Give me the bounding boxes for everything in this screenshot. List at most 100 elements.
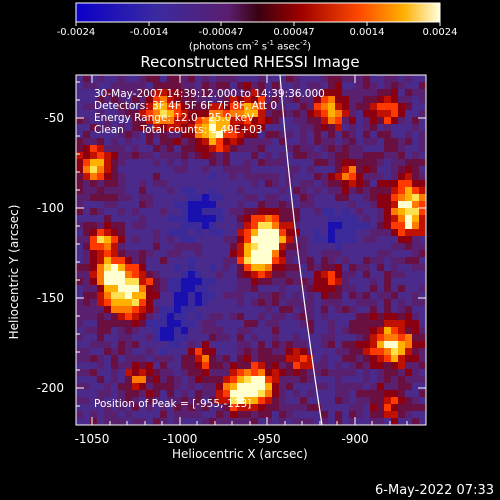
heatmap-cell bbox=[216, 341, 224, 349]
heatmap-cell bbox=[286, 103, 294, 111]
heatmap-cell bbox=[321, 306, 329, 314]
heatmap-cell bbox=[391, 369, 399, 377]
heatmap-cell bbox=[83, 208, 91, 216]
heatmap-cell bbox=[202, 348, 210, 356]
heatmap-cell bbox=[230, 124, 238, 132]
heatmap-cell bbox=[398, 285, 406, 293]
heatmap-cell bbox=[111, 173, 119, 181]
heatmap-cell bbox=[419, 194, 426, 202]
heatmap-cell bbox=[251, 103, 259, 111]
heatmap-cell bbox=[384, 187, 392, 195]
heatmap-cell bbox=[335, 187, 343, 195]
heatmap-cell bbox=[251, 264, 259, 272]
heatmap-cell bbox=[188, 236, 196, 244]
heatmap-cell bbox=[195, 75, 203, 83]
heatmap-cell bbox=[139, 348, 147, 356]
heatmap-cell bbox=[244, 243, 252, 251]
heatmap-cell bbox=[153, 187, 161, 195]
heatmap-cell bbox=[146, 208, 154, 216]
heatmap-cell bbox=[384, 404, 392, 412]
heatmap-cell bbox=[244, 306, 252, 314]
heatmap-cell bbox=[209, 166, 217, 174]
heatmap-cell bbox=[307, 355, 315, 363]
heatmap-cell bbox=[160, 250, 168, 258]
heatmap-cell bbox=[391, 187, 399, 195]
heatmap-cell bbox=[370, 320, 378, 328]
heatmap-cell bbox=[111, 166, 119, 174]
heatmap-cell bbox=[300, 208, 308, 216]
heatmap-cell bbox=[363, 159, 371, 167]
heatmap-cell bbox=[223, 166, 231, 174]
heatmap-cell bbox=[279, 271, 287, 279]
heatmap-cell bbox=[216, 208, 224, 216]
heatmap-cell bbox=[104, 222, 112, 230]
heatmap-cell bbox=[223, 82, 231, 90]
heatmap-cell bbox=[251, 145, 259, 153]
heatmap-cell bbox=[209, 194, 217, 202]
heatmap-cell bbox=[97, 306, 105, 314]
heatmap-cell bbox=[279, 82, 287, 90]
heatmap-cell bbox=[83, 131, 91, 139]
heatmap-cell bbox=[384, 376, 392, 384]
heatmap-cell bbox=[272, 229, 280, 237]
heatmap-cell bbox=[237, 166, 245, 174]
heatmap-cell bbox=[321, 348, 329, 356]
heatmap-cell bbox=[335, 96, 343, 104]
heatmap-cell bbox=[244, 201, 252, 209]
heatmap-cell bbox=[405, 229, 413, 237]
heatmap-cell bbox=[293, 362, 301, 370]
heatmap-cell bbox=[356, 292, 364, 300]
heatmap-cell bbox=[370, 180, 378, 188]
heatmap-cell bbox=[125, 271, 133, 279]
heatmap-cell bbox=[111, 271, 119, 279]
heatmap-cell bbox=[181, 383, 189, 391]
heatmap-cell bbox=[272, 75, 280, 83]
heatmap-cell bbox=[97, 110, 105, 118]
heatmap-cell bbox=[321, 201, 329, 209]
heatmap-cell bbox=[314, 208, 322, 216]
heatmap-cell bbox=[279, 215, 287, 223]
heatmap-cell bbox=[125, 117, 133, 125]
heatmap-cell bbox=[391, 166, 399, 174]
heatmap-cell bbox=[97, 264, 105, 272]
heatmap-cell bbox=[321, 96, 329, 104]
heatmap-cell bbox=[328, 117, 336, 125]
heatmap-cell bbox=[419, 369, 426, 377]
heatmap-cell bbox=[419, 243, 426, 251]
heatmap-cell bbox=[202, 397, 210, 405]
heatmap-cell bbox=[125, 278, 133, 286]
heatmap-cell bbox=[146, 145, 154, 153]
heatmap-cell bbox=[237, 334, 245, 342]
heatmap-cell bbox=[363, 306, 371, 314]
heatmap-cell bbox=[125, 257, 133, 265]
heatmap-cell bbox=[76, 208, 84, 216]
heatmap-cell bbox=[391, 418, 399, 425]
heatmap-cell bbox=[384, 362, 392, 370]
heatmap-cell bbox=[237, 341, 245, 349]
heatmap-cell bbox=[223, 152, 231, 160]
heatmap-cell bbox=[83, 320, 91, 328]
heatmap-cell bbox=[307, 320, 315, 328]
heatmap-cell bbox=[244, 404, 252, 412]
heatmap-cell bbox=[272, 124, 280, 132]
heatmap-cell bbox=[174, 131, 182, 139]
heatmap-cell bbox=[328, 103, 336, 111]
heatmap-cell bbox=[370, 152, 378, 160]
heatmap-cell bbox=[195, 166, 203, 174]
heatmap-cell bbox=[377, 278, 385, 286]
heatmap-cell bbox=[209, 75, 217, 83]
heatmap-cell bbox=[202, 145, 210, 153]
heatmap-cell bbox=[90, 355, 98, 363]
heatmap-cell bbox=[76, 159, 84, 167]
heatmap-cell bbox=[279, 201, 287, 209]
heatmap-cell bbox=[76, 103, 84, 111]
heatmap-cell bbox=[139, 327, 147, 335]
heatmap-cell bbox=[272, 334, 280, 342]
heatmap-cell bbox=[125, 250, 133, 258]
heatmap-cell bbox=[419, 418, 426, 425]
heatmap-cell bbox=[97, 369, 105, 377]
heatmap-cell bbox=[153, 250, 161, 258]
heatmap-cell bbox=[314, 278, 322, 286]
heatmap-cell bbox=[174, 334, 182, 342]
heatmap-cell bbox=[188, 271, 196, 279]
